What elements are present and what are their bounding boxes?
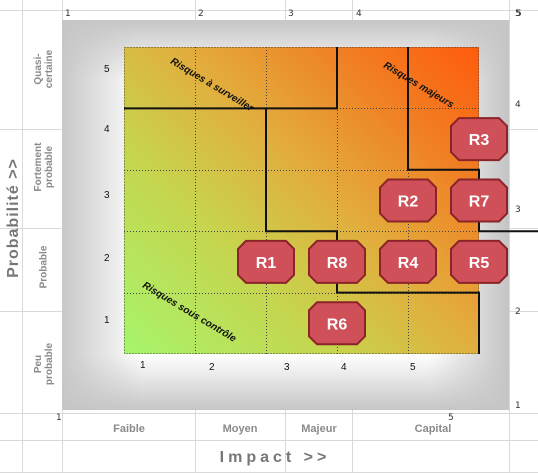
risk-marker-shape bbox=[379, 239, 437, 284]
risk-marker-r7: R7 bbox=[450, 178, 508, 223]
risk-marker-label: R2 bbox=[398, 194, 419, 211]
y-tick-4: 4 bbox=[104, 124, 110, 135]
sheet-bottom-tick: 5 bbox=[448, 413, 454, 423]
risk-marker-label: R8 bbox=[327, 255, 348, 272]
x-axis-title: Impact >> bbox=[219, 449, 331, 466]
risk-marker-shape bbox=[450, 178, 508, 223]
risk-marker-shape bbox=[379, 178, 437, 223]
risk-marker-shape bbox=[450, 239, 508, 284]
x-tick-5: 5 bbox=[410, 362, 416, 373]
risk-marker-r3: R3 bbox=[450, 117, 508, 162]
sheet-top-tick-1: 1 bbox=[65, 9, 71, 19]
y-tick-2: 2 bbox=[104, 253, 110, 264]
zone-boundary-lower bbox=[195, 47, 480, 354]
risk-marker-label: R1 bbox=[256, 255, 277, 272]
risk-marker-shape bbox=[450, 117, 508, 162]
risk-marker-shape bbox=[237, 239, 295, 284]
sheet-right-tick-2: 2 bbox=[515, 307, 521, 317]
x-category-capital: Capital bbox=[414, 423, 452, 435]
sheet-right-tick-3: 3 bbox=[515, 205, 521, 215]
x-category-moyen: Moyen bbox=[222, 423, 258, 435]
x-category-faible: Faible bbox=[113, 423, 145, 435]
y-tick-1: 1 bbox=[104, 315, 110, 326]
risk-marker-label: R7 bbox=[469, 194, 490, 211]
risk-marker-shape bbox=[308, 239, 366, 284]
x-tick-4: 4 bbox=[341, 362, 347, 373]
risk-marker-shape bbox=[308, 301, 366, 346]
risk-marker-label: R3 bbox=[469, 132, 490, 149]
sheet-right-tick-5: 5 bbox=[515, 9, 521, 19]
risk-marker-label: R6 bbox=[327, 316, 348, 333]
y-tick-3: 3 bbox=[104, 190, 110, 201]
risk-marker-r6: R6 bbox=[308, 301, 366, 346]
sheet-top-tick-3: 3 bbox=[288, 9, 294, 19]
x-tick-2: 2 bbox=[209, 362, 215, 373]
risk-marker-r8: R8 bbox=[308, 239, 366, 284]
sheet-top-tick-2: 2 bbox=[198, 9, 204, 19]
sheet-top-tick-4: 4 bbox=[356, 9, 362, 19]
risk-marker-r4: R4 bbox=[379, 239, 437, 284]
y-tick-5: 5 bbox=[104, 64, 110, 75]
sheet-left-tick: 1 bbox=[56, 413, 62, 423]
sheet-top-tick-5: 5 bbox=[516, 9, 522, 19]
zone-boundary-upper bbox=[407, 47, 538, 233]
risk-marker-r5: R5 bbox=[450, 239, 508, 284]
risk-marker-label: R4 bbox=[398, 255, 419, 272]
risk-marker-label: R5 bbox=[469, 255, 490, 272]
risk-marker-r2: R2 bbox=[379, 178, 437, 223]
x-tick-1: 1 bbox=[140, 360, 146, 371]
x-category-majeur: Majeur bbox=[301, 423, 337, 435]
x-tick-3: 3 bbox=[284, 362, 290, 373]
sheet-right-tick-1: 1 bbox=[515, 401, 521, 411]
sheet-right-tick-4: 4 bbox=[515, 100, 521, 110]
risk-marker-r1: R1 bbox=[237, 239, 295, 284]
